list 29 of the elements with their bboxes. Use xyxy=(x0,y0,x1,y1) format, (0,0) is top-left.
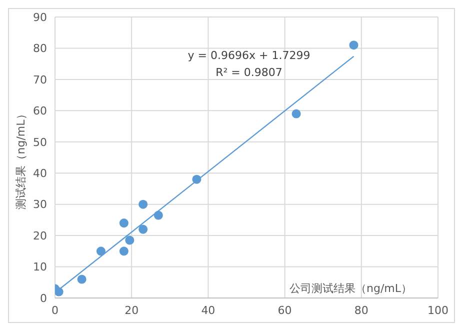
y-tick-label: 30 xyxy=(33,198,47,212)
x-tick-label: 0 xyxy=(52,304,58,317)
point xyxy=(77,274,86,284)
x-tick-label: 60 xyxy=(278,304,292,317)
annotation: R² = 0.9807 xyxy=(214,65,284,81)
y-tick-label: 70 xyxy=(33,73,47,86)
y-tick-label: 50 xyxy=(33,136,47,149)
y-tick-label: 20 xyxy=(33,229,47,242)
point xyxy=(119,246,128,256)
point xyxy=(292,109,301,118)
y-tick-label: 0 xyxy=(40,292,47,305)
point xyxy=(125,236,134,245)
annotation: y = 0.9696x + 1.7299 xyxy=(186,48,312,64)
y-axis-title: 测试结果（ng/mL） xyxy=(14,108,28,210)
point xyxy=(138,200,148,209)
y-tick-label: 90 xyxy=(33,10,47,24)
x-axis-title: 公司测试结果（ng/mL） xyxy=(289,282,412,295)
point xyxy=(138,224,148,234)
y-tick-label: 10 xyxy=(33,260,47,274)
x-tick-label: 100 xyxy=(428,304,448,317)
x-tick-label: 20 xyxy=(124,304,139,317)
x-tick-label: 40 xyxy=(201,304,216,317)
point xyxy=(349,40,358,50)
point xyxy=(119,218,128,228)
y-tick-label: 60 xyxy=(33,104,47,118)
y-tick-label: 40 xyxy=(33,167,47,180)
y-tick-label: 80 xyxy=(33,42,47,56)
point xyxy=(96,246,106,256)
x-tick-label: 80 xyxy=(354,304,368,317)
